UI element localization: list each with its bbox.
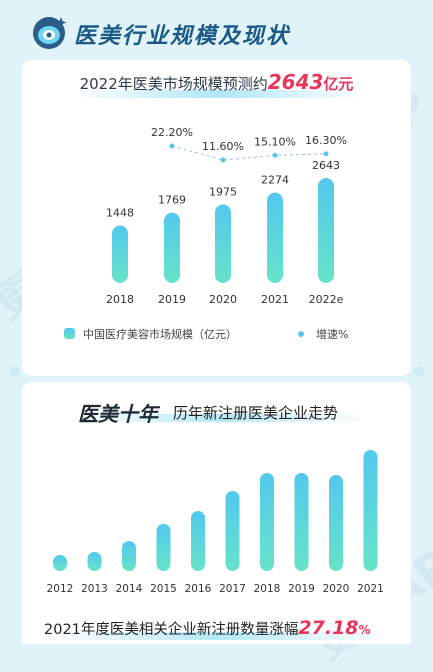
registrations-chart: 2012 2013 2014 2015 2016 2017 2018 2019 2020 2021 [47,450,384,595]
bar [164,212,180,283]
legend-dot-icon [298,331,304,337]
legend-label: 增速% [316,328,349,341]
bar [225,491,240,571]
bar [156,524,171,571]
section-subtitle: 历年新注册医美企业走势 [173,404,339,422]
category-label: 2019 [158,293,186,306]
subtitle-unit: 亿元 [323,75,354,93]
bar [53,555,67,571]
section-title: 医美十年 [78,402,158,426]
bar-value-label: 1448 [106,206,134,219]
growth-label: 16.30% [305,134,347,147]
bar-value-label: 2274 [261,174,289,187]
growth-point [169,143,175,149]
legend-bar-swatch-icon [64,328,75,339]
legend-item-growth: 增速% [298,326,348,342]
bar [318,178,334,283]
section-title-highlight [70,414,370,422]
eye-logo-icon [33,17,67,49]
footer-percent-sign: % [358,623,371,637]
subtitle-prefix: 2022年医美市场规模预测约 [79,75,268,93]
growth-point [220,157,226,163]
bar [329,475,343,571]
category-label: 2015 [150,583,177,595]
growth-label: 11.60% [202,140,244,153]
category-label: 2018 [254,583,281,595]
footer-text: 2021年度医美相关企业新注册数量涨幅 [44,622,299,638]
page-title: 医美行业规模及现状 [74,24,291,49]
footer-summary: 2021年度医美相关企业新注册数量涨幅27.18% [44,617,371,639]
growth-point [272,152,278,158]
market-size-chart: 1448 2018 1769 2019 1975 2020 2274 2021 2643 2022… [106,126,347,306]
bar [191,511,205,571]
bar-value-label: 2643 [312,159,340,172]
category-label: 2013 [81,583,108,595]
growth-point [323,151,329,157]
category-label: 2016 [185,583,212,595]
category-label: 2021 [357,583,384,595]
bar [215,204,231,283]
category-label: 2020 [209,293,237,306]
bar [122,541,136,571]
category-label: 2022e [309,293,344,306]
bar [87,552,102,571]
growth-label: 22.20% [151,126,193,139]
registrations-card [22,382,411,644]
subtitle-highlight [70,90,366,98]
bar-value-label: 1975 [209,186,237,199]
footer-highlight [44,632,390,640]
market-size-subtitle: 2022年医美市场规模预测约2643亿元 [0,70,433,94]
bar [112,225,128,283]
category-label: 2021 [261,293,289,306]
category-label: 2018 [106,293,134,306]
bar-value-label: 1769 [158,194,186,207]
legend-label: 中国医疗美容市场规模（亿元） [83,328,237,341]
category-label: 2012 [47,583,74,595]
bar [294,473,309,571]
category-label: 2014 [116,583,143,595]
category-label: 2020 [323,583,350,595]
bar [363,450,378,571]
legend-item-market-size: 中国医疗美容市场规模（亿元） [64,326,237,342]
decor-dot [10,366,20,376]
decor-dot [414,366,424,376]
growth-line [171,145,327,161]
category-label: 2019 [288,583,315,595]
footer-value: 27.18 [298,617,359,639]
category-label: 2017 [219,583,246,595]
growth-label: 15.10% [254,135,296,148]
subtitle-value: 2643 [267,70,324,94]
bar [267,192,283,283]
bar [260,473,274,571]
